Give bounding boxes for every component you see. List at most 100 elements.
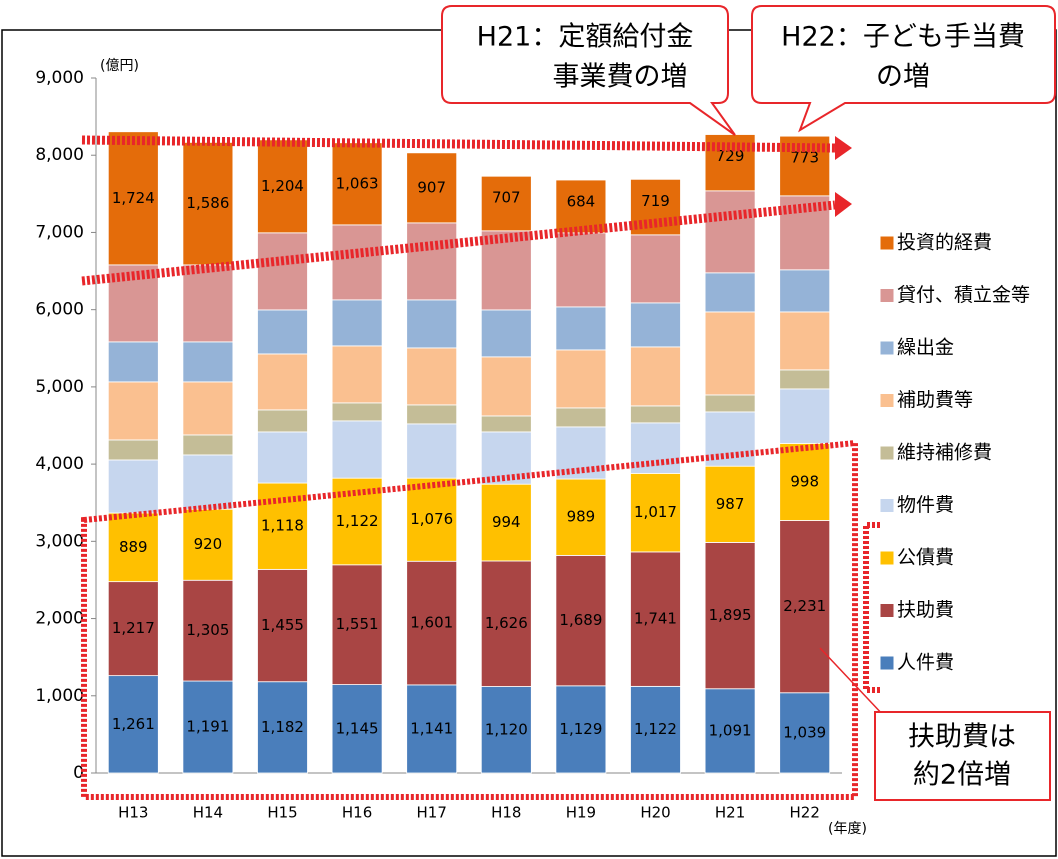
y-tick-label: 3,000: [35, 531, 84, 551]
bar-segment: [406, 560, 458, 686]
bar-segment: [182, 264, 234, 343]
value-label: 998: [790, 472, 819, 490]
value-label: 1,455: [261, 616, 304, 634]
legend-swatch: [879, 550, 895, 566]
value-label: 1,601: [410, 614, 453, 632]
bar-segment: [107, 459, 159, 514]
y-tick-label: 8,000: [35, 145, 84, 165]
bracket: [863, 522, 880, 693]
bar-segment: [182, 341, 234, 383]
bar-segment: [630, 551, 681, 687]
x-tick-label: H19: [566, 804, 596, 822]
bar-segment: [257, 681, 308, 774]
y-tick-label: 6,000: [35, 300, 84, 320]
bar-segment: [107, 439, 159, 461]
x-tick-label: H16: [342, 804, 372, 822]
value-label: 1,145: [336, 719, 379, 737]
bar-segment: [331, 564, 383, 685]
bar-segment: [182, 579, 234, 682]
value-label: 1,689: [559, 611, 602, 629]
bar-segment: [555, 554, 607, 687]
callout: [874, 711, 1051, 801]
bar-segment: [555, 478, 607, 556]
value-label: 1,122: [336, 512, 379, 530]
bar-segment: [331, 420, 383, 479]
value-label: 1,091: [709, 721, 752, 739]
value-label: 1,141: [410, 719, 453, 737]
x-unit: (年度): [828, 821, 867, 837]
legend-label: 繰出金: [897, 337, 954, 359]
bar-segment: [182, 508, 234, 581]
highlight-lines: [81, 135, 880, 800]
bar-segment: [331, 224, 383, 301]
bar-segment: [480, 686, 532, 774]
bar-segment: [257, 309, 308, 355]
value-label: 707: [492, 189, 521, 207]
bar-segment: [182, 434, 234, 456]
x-tick-label: H15: [267, 804, 297, 822]
bar-segment: [182, 680, 234, 774]
bar-segment: [779, 269, 831, 313]
value-label: 1,120: [485, 720, 528, 738]
bar-segment: [630, 405, 681, 424]
y-tick-label: 7,000: [35, 222, 84, 242]
value-label: 1,551: [336, 615, 379, 633]
x-tick-label: H18: [491, 804, 521, 822]
dashed-arrow: [81, 200, 836, 286]
value-label: 994: [492, 513, 521, 531]
bar-segment: [704, 190, 756, 274]
legend-label: 補助費等: [897, 389, 973, 411]
value-label: 1,895: [709, 606, 752, 624]
bar-segment: [331, 684, 383, 774]
legend-swatch: [879, 393, 895, 408]
x-tick-label: H13: [118, 804, 148, 822]
value-label: 907: [417, 178, 446, 196]
bar-segment: [630, 472, 681, 553]
value-label: 1,122: [634, 720, 677, 738]
arrow-head: [835, 192, 852, 217]
bar-segment: [406, 347, 458, 406]
bar-segment: [331, 345, 383, 404]
y-tick-label: 0: [73, 763, 84, 783]
value-label: 989: [567, 508, 596, 526]
bar-segment: [331, 402, 383, 422]
value-label: 1,039: [783, 723, 826, 741]
y-unit: (億円): [100, 58, 139, 74]
bar-segment: [480, 309, 532, 358]
value-label: 1,261: [112, 715, 155, 733]
value-label: 729: [716, 147, 745, 165]
value-label: 1,741: [634, 610, 677, 628]
bar-segment: [630, 346, 681, 407]
value-label: 1,305: [186, 621, 229, 639]
bar-segment: [331, 142, 383, 226]
bar-segment: [406, 222, 458, 301]
annotation: 扶助費は: [908, 722, 1016, 753]
legend-swatch: [879, 235, 895, 251]
value-label: 773: [790, 149, 819, 167]
bar-segment: [630, 302, 681, 348]
bar-segment: [704, 311, 756, 396]
bar-segment: [182, 142, 234, 266]
bar-segment: [480, 175, 532, 232]
bar-segment: [555, 407, 607, 428]
legend-label: 人件費: [897, 652, 954, 674]
callout: [751, 5, 1056, 133]
bar-segment: [257, 409, 308, 433]
bar-segment: [257, 232, 308, 311]
value-label: 684: [567, 193, 596, 211]
x-tick-label: H14: [193, 804, 223, 822]
value-label: 1,017: [634, 503, 677, 521]
legend-label: 投資的経費: [897, 232, 992, 254]
bar-segment: [331, 299, 383, 347]
legend-label: 維持補修費: [897, 442, 992, 464]
bar-segment: [555, 232, 607, 308]
x-tick-label: H22: [790, 804, 820, 822]
annotation: の増: [876, 62, 930, 93]
value-label: 1,129: [559, 720, 602, 738]
legend-swatch: [879, 498, 895, 513]
bar-segment: [480, 230, 532, 311]
bar-segment: [779, 520, 831, 694]
bar-segment: [257, 431, 308, 484]
bar-segment: [257, 353, 308, 411]
